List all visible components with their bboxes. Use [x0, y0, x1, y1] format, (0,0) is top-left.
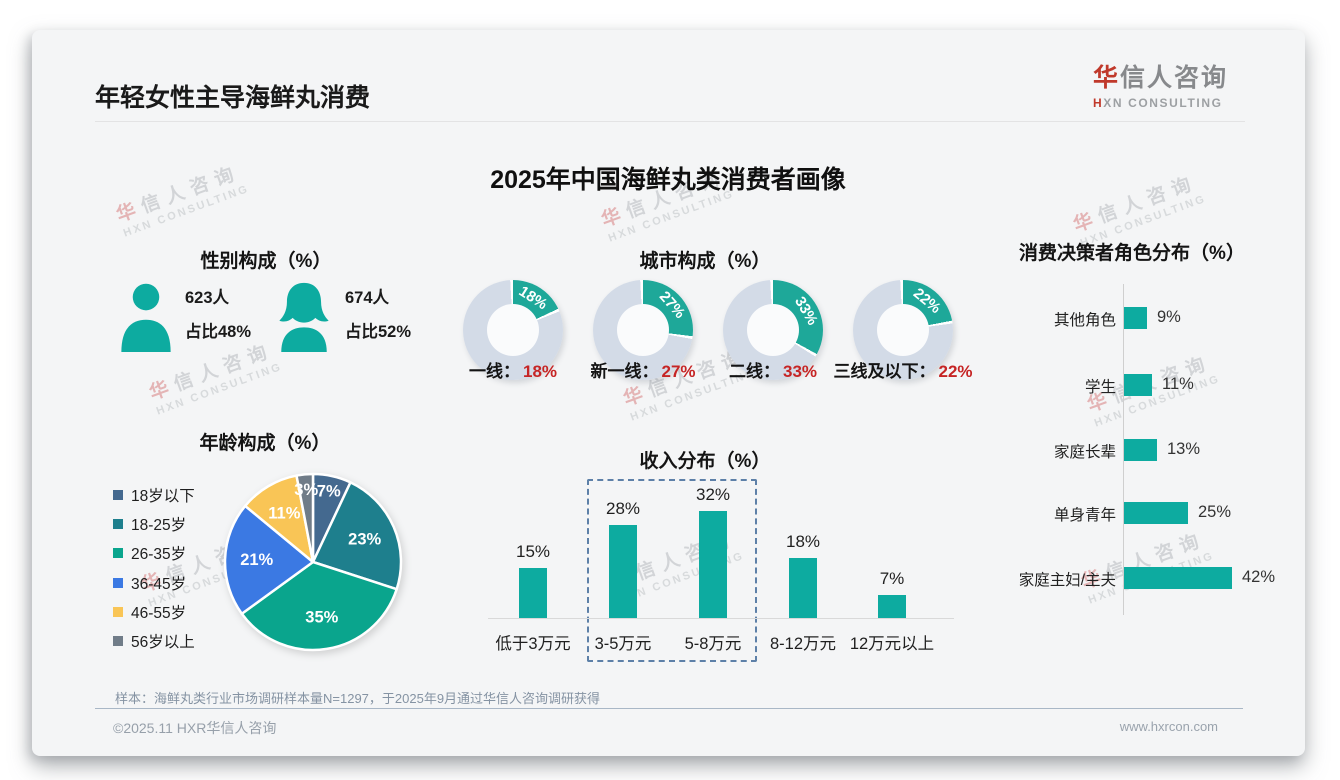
city-donut: 33% [723, 280, 823, 380]
legend-item: 46-55岁 [113, 597, 195, 626]
pie-slice-label: 3% [294, 481, 318, 499]
decision-value-label: 13% [1167, 440, 1201, 458]
legend-item: 56岁以上 [113, 626, 195, 655]
female-share: 占比52% [345, 323, 412, 341]
income-bar [789, 558, 817, 618]
legend-swatch [113, 548, 123, 559]
decision-value-label: 9% [1157, 308, 1181, 326]
income-value-label: 18% [785, 532, 821, 551]
male-icon [115, 280, 177, 352]
logo-cn-accent: 华 [1093, 64, 1121, 92]
decision-section-title: 消费决策者角色分布（%） [1019, 243, 1245, 264]
legend-swatch [113, 577, 123, 588]
gender-section-title: 性别构成（%） [200, 251, 332, 272]
city-section-title: 城市构成（%） [639, 251, 771, 272]
legend-label: 18岁以下 [131, 487, 195, 505]
donut-hole [877, 304, 929, 356]
legend-label: 56岁以上 [131, 634, 195, 652]
age-pie-chart: 7% 23% 35% 21% 11% 3% [223, 472, 403, 652]
pie-slice-label: 11% [268, 505, 300, 523]
city-donut: 27% [593, 280, 693, 380]
decision-category-label: 家庭长辈 [1053, 444, 1116, 461]
logo-cn-rest: 信人咨询 [1120, 64, 1229, 92]
income-category-label: 低于3万元 [495, 635, 571, 653]
legend-swatch [113, 606, 123, 617]
decision-category-label: 其他角色 [1053, 312, 1116, 329]
income-category-label: 12万元以上 [849, 635, 935, 653]
income-bar [519, 568, 547, 618]
decision-category-label: 家庭主妇/主夫 [1018, 572, 1116, 589]
legend-label: 46-55岁 [131, 604, 187, 622]
decision-bar [1124, 502, 1188, 524]
legend-item: 18岁以下 [113, 480, 195, 509]
decision-bar [1124, 307, 1147, 329]
income-bar [878, 595, 906, 618]
main-title: 2025年中国海鲜丸类消费者画像 [490, 166, 846, 194]
income-highlight-box [587, 479, 757, 662]
legend-swatch [113, 489, 123, 500]
pie-slice-label: 21% [240, 551, 273, 569]
legend-item: 26-35岁 [113, 539, 195, 568]
legend-label: 18-25岁 [131, 516, 187, 534]
report-card [32, 30, 1305, 756]
city-donut: 18% [463, 280, 563, 380]
age-legend: 18岁以下 18-25岁 26-35岁 36-45岁 46-55岁 56岁以上 [113, 480, 195, 656]
donut-hole [487, 304, 539, 356]
donut-caption: 新一线： 27% [590, 362, 696, 381]
decision-bar [1124, 567, 1232, 589]
legend-swatch [113, 636, 123, 647]
income-value-label: 7% [879, 569, 905, 588]
pie-slice [240, 560, 398, 652]
donut-caption: 二线： 33% [728, 362, 818, 381]
legend-item: 36-45岁 [113, 568, 195, 597]
donut-caption: 一线： 18% [468, 362, 558, 381]
male-count: 623人 [185, 289, 230, 307]
legend-label: 26-35岁 [131, 546, 187, 564]
donut-caption: 三线及以下： 22% [833, 362, 973, 381]
city-donut: 22% [853, 280, 953, 380]
income-value-label: 28% [605, 499, 641, 518]
page-title: 年轻女性主导海鲜丸消费 [95, 84, 371, 112]
header-divider [95, 121, 1245, 122]
income-bar [699, 511, 727, 618]
pie-slice-label: 7% [317, 483, 341, 501]
donut-hole [747, 304, 799, 356]
website-link[interactable]: www.hxrcon.com [1119, 719, 1218, 734]
female-icon [273, 280, 335, 352]
age-section-title: 年龄构成（%） [199, 433, 331, 454]
legend-swatch [113, 518, 123, 529]
income-section-title: 收入分布（%） [639, 451, 771, 472]
decision-value-label: 42% [1242, 568, 1276, 586]
decision-category-label: 单身青年 [1053, 507, 1116, 524]
logo-cn: 华信人咨询 [1093, 58, 1228, 94]
sample-note: 样本：海鲜丸类行业市场调研样本量N=1297，于2025年9月通过华信人咨询调研… [115, 691, 601, 706]
decision-bar [1124, 439, 1157, 461]
decision-value-label: 11% [1162, 375, 1194, 393]
income-value-label: 32% [695, 485, 731, 504]
income-value-label: 15% [515, 542, 551, 561]
income-axis-line [488, 618, 954, 619]
legend-label: 36-45岁 [131, 575, 187, 593]
male-share: 占比48% [185, 323, 252, 341]
pie-slice [311, 481, 403, 591]
pie-slice [223, 504, 315, 615]
footer-divider [95, 708, 1243, 709]
company-logo: 华信人咨询 HXN CONSULTING [1093, 58, 1228, 110]
legend-item: 18-25岁 [113, 509, 195, 538]
income-category-label: 3-5万元 [594, 635, 652, 653]
donut-hole [617, 304, 669, 356]
pie-slice [295, 472, 315, 564]
logo-en: HXN CONSULTING [1093, 96, 1223, 110]
decision-axis-line [1123, 284, 1124, 615]
pie-slice-label: 23% [348, 531, 381, 549]
income-bar [609, 525, 637, 618]
female-count: 674人 [345, 289, 390, 307]
decision-value-label: 25% [1198, 503, 1232, 521]
income-category-label: 5-8万元 [684, 635, 742, 653]
decision-category-label: 学生 [1084, 379, 1116, 396]
income-category-label: 8-12万元 [769, 635, 837, 653]
pie-slice-label: 35% [305, 609, 338, 627]
copyright-text: ©2025.11 HXR华信人咨询 [113, 720, 277, 736]
decision-bar [1124, 374, 1152, 396]
